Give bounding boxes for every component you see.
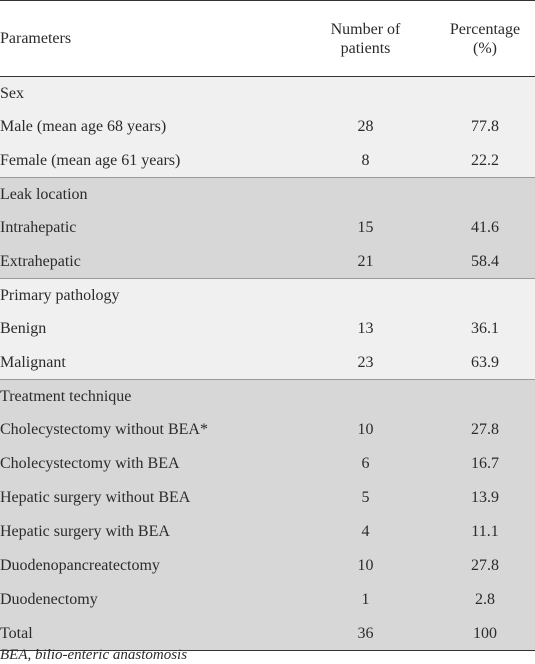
section-label: Treatment technique (0, 387, 132, 405)
table-row: Total 36 100 (0, 616, 535, 651)
row-percentage: 36.1 (471, 320, 499, 337)
header-row: Parameters Number of patients Percentage… (0, 0, 535, 77)
row-parameter: Male (mean age 68 years) (0, 118, 167, 135)
row-percentage: 13.9 (471, 489, 499, 506)
row-patient-count: 15 (357, 219, 374, 236)
row-parameter: Total (0, 624, 33, 642)
table-row: Female (mean age 61 years) 8 22.2 (0, 143, 535, 178)
row-patient-count: 8 (361, 151, 370, 169)
table-row: Intrahepatic 15 41.6 (0, 210, 535, 245)
row-parameter: Malignant (0, 353, 66, 371)
section-row: Sex (0, 76, 535, 110)
row-percentage: 41.6 (471, 219, 499, 236)
row-percentage: 11.1 (471, 523, 499, 540)
row-percentage: 16.7 (471, 455, 499, 472)
section-row: Leak location (0, 177, 535, 211)
section-row: Treatment technique (0, 379, 535, 413)
table-row: Benign 13 36.1 (0, 311, 535, 346)
empty-cell (435, 77, 535, 110)
section-label: Leak location (0, 185, 88, 203)
empty-cell (296, 178, 435, 211)
row-percentage: 77.8 (471, 118, 499, 135)
row-patient-count: 21 (357, 252, 374, 270)
empty-cell (296, 279, 435, 312)
row-patient-count: 13 (357, 320, 374, 337)
section-label: Primary pathology (0, 286, 120, 304)
row-parameter: Cholecystectomy with BEA (0, 455, 180, 472)
empty-cell (296, 380, 435, 413)
row-percentage: 100 (473, 624, 497, 642)
row-parameter: Hepatic surgery without BEA (0, 489, 191, 506)
row-parameter: Female (mean age 61 years) (0, 151, 181, 169)
table-row: Extrahepatic 21 58.4 (0, 244, 535, 279)
row-parameter: Extrahepatic (0, 252, 81, 270)
row-parameter: Hepatic surgery with BEA (0, 523, 170, 540)
row-parameter: Cholecystectomy without BEA* (0, 421, 208, 438)
header-parameters: Parameters (0, 30, 72, 47)
header-number-of-patients: Number of patients (296, 1, 435, 77)
header-number-line-1: Number of (330, 20, 401, 38)
row-patient-count: 36 (357, 624, 374, 642)
row-parameter: Duodenopancreatectomy (0, 557, 160, 574)
row-patient-count: 4 (361, 523, 370, 540)
row-patient-count: 6 (361, 455, 370, 472)
table-footnote: BEA, bilio-enteric anastomosis (0, 647, 188, 663)
row-patient-count: 10 (357, 557, 374, 574)
row-patient-count: 1 (361, 591, 370, 608)
row-parameter: Duodenectomy (0, 591, 98, 608)
row-patient-count: 28 (357, 118, 374, 135)
row-parameter: Intrahepatic (0, 219, 77, 236)
table-row: Duodenopancreatectomy 10 27.8 (0, 548, 535, 583)
header-number-line-2: patients (340, 39, 391, 57)
table-row: Duodenectomy 1 2.8 (0, 582, 535, 617)
row-patient-count: 5 (361, 489, 370, 506)
table-row: Hepatic surgery without BEA 5 13.9 (0, 480, 535, 515)
table-row: Malignant 23 63.9 (0, 345, 535, 380)
header-percentage-line-1: Percentage (449, 20, 521, 38)
empty-cell (435, 279, 535, 312)
table-row: Cholecystectomy with BEA 6 16.7 (0, 446, 535, 481)
row-percentage: 63.9 (471, 353, 499, 371)
table-row: Male (mean age 68 years) 28 77.8 (0, 109, 535, 144)
header-percentage-line-2: (%) (473, 39, 497, 57)
empty-cell (435, 380, 535, 413)
row-percentage: 2.8 (475, 591, 495, 608)
section-label: Sex (0, 84, 24, 102)
row-parameter: Benign (0, 320, 47, 337)
empty-cell (435, 178, 535, 211)
empty-cell (296, 77, 435, 110)
row-patient-count: 10 (357, 421, 374, 438)
table-row: Hepatic surgery with BEA 4 11.1 (0, 514, 535, 549)
row-percentage: 22.2 (471, 151, 499, 169)
table-row: Cholecystectomy without BEA* 10 27.8 (0, 412, 535, 447)
row-percentage: 58.4 (471, 252, 499, 270)
row-patient-count: 23 (357, 353, 374, 371)
row-percentage: 27.8 (471, 557, 499, 574)
section-row: Primary pathology (0, 278, 535, 312)
header-percentage: Percentage (%) (435, 1, 535, 77)
row-percentage: 27.8 (471, 421, 499, 438)
